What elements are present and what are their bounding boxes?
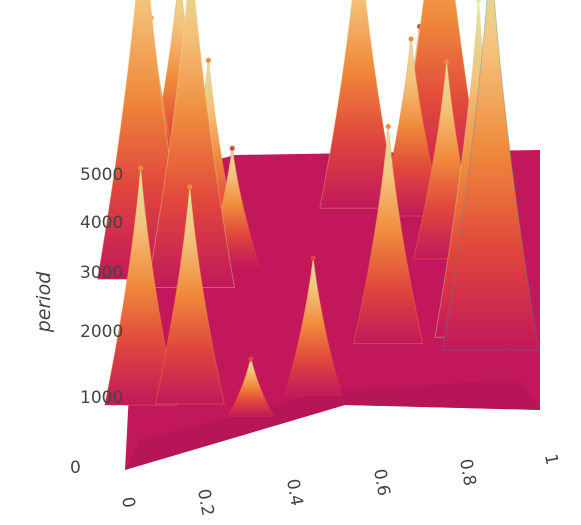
y-axis-title: period xyxy=(33,271,55,333)
surface-peak xyxy=(353,123,424,344)
y-tick-label: 5000 xyxy=(80,165,123,185)
surface-peak xyxy=(378,35,444,217)
y-axis: 0 1000 2000 3000 4000 5000 xyxy=(70,165,123,478)
y-tick-label: 4000 xyxy=(80,213,123,233)
surface-peak-tip xyxy=(187,184,193,190)
surface-peak-tip xyxy=(408,36,414,42)
x-tick-label: 0 xyxy=(117,495,139,509)
surface-peak xyxy=(154,183,225,405)
surface-peak xyxy=(227,356,275,417)
surface-peak-tip xyxy=(229,145,235,151)
surface-peak-tip xyxy=(444,59,450,65)
surface-peak-tip xyxy=(205,57,211,63)
surface-peak xyxy=(146,0,236,289)
y-tick-label: 1000 xyxy=(80,388,123,408)
surface-peak xyxy=(442,0,540,351)
surface-peak xyxy=(319,0,399,209)
x-tick-label: 1 xyxy=(540,452,562,466)
x-tick-label: 0.4 xyxy=(282,477,306,507)
surface-peak xyxy=(284,255,343,396)
surface-floor-shade xyxy=(125,380,540,470)
x-tick-label: 0.2 xyxy=(193,487,217,517)
surface-peak xyxy=(104,165,178,406)
surface-peak-tip xyxy=(385,123,391,129)
x-tick-label: 0.8 xyxy=(455,457,479,487)
surface-peak-tip xyxy=(475,0,481,3)
surface-peaks xyxy=(96,0,540,417)
y-tick-label: 2000 xyxy=(80,322,123,342)
x-tick-label: 0.6 xyxy=(369,467,393,497)
x-axis: 0 0.2 0.4 0.6 0.8 1 xyxy=(117,452,562,517)
y-tick-label: 3000 xyxy=(80,263,123,283)
surface-peak-tip xyxy=(248,356,254,362)
surface-peak-tip xyxy=(310,255,316,261)
y-tick-label: 0 xyxy=(70,458,81,478)
surface-peak-tip xyxy=(138,165,144,171)
